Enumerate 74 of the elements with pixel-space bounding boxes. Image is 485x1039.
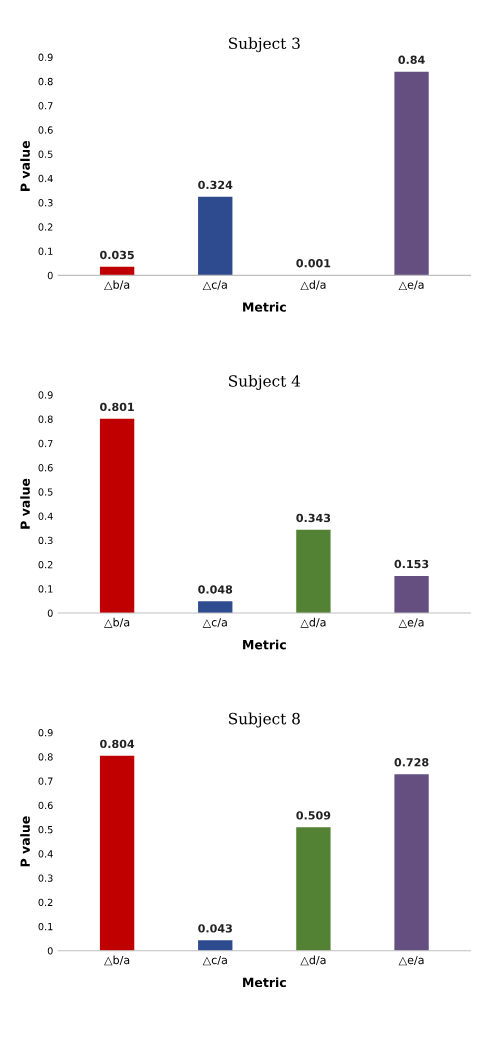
y-axis-title: P value — [20, 478, 30, 529]
bar — [394, 575, 429, 614]
y-axis-title: P value — [20, 140, 30, 191]
y-tick-label: 0.5 — [38, 825, 53, 834]
x-axis-title: Metric — [243, 977, 286, 988]
data-label: 0.048 — [198, 585, 233, 594]
y-tick-label: 0.3 — [38, 536, 53, 545]
x-tick-label: △c/a — [202, 280, 227, 291]
data-label: 0.343 — [296, 513, 331, 523]
y-tick-label: 0.9 — [38, 53, 53, 61]
x-axis-title: Metric — [243, 639, 286, 650]
y-tick-label: 0.6 — [38, 801, 53, 810]
y-tick-label: 0.8 — [38, 415, 53, 423]
y-tick-label: 0.6 — [38, 126, 53, 134]
x-tick-label: △e/a — [398, 618, 424, 628]
data-label: 0.84 — [398, 55, 425, 64]
bar — [394, 71, 429, 276]
bar — [296, 827, 331, 951]
x-tick-label: △d/a — [300, 955, 326, 966]
y-tick-label: 0.3 — [38, 874, 53, 882]
x-tick-label: △d/a — [300, 617, 326, 628]
y-tick-label: 0.8 — [38, 77, 53, 86]
y-tick-label: 0.4 — [38, 850, 53, 858]
chart-title: Subject 3 — [229, 37, 300, 53]
y-tick-label: 0.9 — [38, 728, 53, 737]
bar — [99, 755, 135, 951]
chart-title: Subject 8 — [229, 712, 300, 728]
y-tick-label: 0.9 — [38, 391, 53, 399]
y-tick-label: 0.2 — [38, 561, 53, 569]
x-tick-label: △e/a — [398, 280, 424, 291]
x-tick-label: △d/a — [300, 280, 326, 291]
y-tick-label: 0.7 — [38, 777, 53, 785]
data-label: 0.801 — [100, 402, 134, 412]
y-tick-label: 0 — [47, 271, 53, 280]
x-tick-label: △b/a — [104, 955, 130, 966]
y-tick-label: 0.3 — [38, 199, 53, 207]
chart-title: Subject 4 — [229, 374, 301, 390]
x-tick-label: △b/a — [104, 617, 130, 628]
y-tick-label: 0.1 — [38, 922, 53, 931]
data-label: 0.035 — [100, 250, 134, 260]
data-label: 0.728 — [394, 758, 429, 767]
data-label: 0.001 — [296, 258, 331, 268]
y-tick-label: 0 — [47, 947, 53, 955]
bar — [198, 940, 233, 951]
bar — [296, 529, 331, 614]
bar — [198, 601, 233, 614]
data-label: 0.043 — [198, 924, 232, 933]
y-axis-title: P value — [20, 816, 30, 867]
x-tick-label: △b/a — [104, 280, 130, 291]
y-tick-label: 0.4 — [38, 512, 53, 520]
y-tick-label: 0 — [47, 609, 53, 617]
y-tick-label: 0.7 — [38, 102, 53, 110]
data-label: 0.324 — [198, 180, 233, 190]
y-tick-label: 0.7 — [38, 439, 53, 448]
y-tick-label: 0.1 — [38, 585, 53, 593]
bar — [99, 418, 135, 614]
bar — [99, 266, 135, 276]
x-tick-label: △c/a — [202, 955, 227, 966]
data-label: 0.804 — [100, 739, 135, 749]
bar — [198, 196, 233, 276]
bar — [394, 774, 429, 951]
x-axis-title: Metric — [243, 302, 286, 312]
y-tick-label: 0.2 — [38, 223, 53, 231]
x-tick-label: △e/a — [398, 955, 424, 966]
y-tick-label: 0.1 — [38, 247, 53, 255]
y-tick-label: 0.5 — [38, 488, 53, 496]
data-label: 0.509 — [296, 811, 331, 820]
y-tick-label: 0.2 — [38, 898, 53, 907]
data-label: 0.153 — [394, 559, 429, 569]
y-tick-label: 0.6 — [38, 464, 53, 472]
y-tick-label: 0.5 — [38, 150, 53, 158]
y-tick-label: 0.4 — [38, 174, 53, 183]
x-tick-label: △c/a — [202, 618, 227, 628]
y-tick-label: 0.8 — [38, 753, 53, 761]
